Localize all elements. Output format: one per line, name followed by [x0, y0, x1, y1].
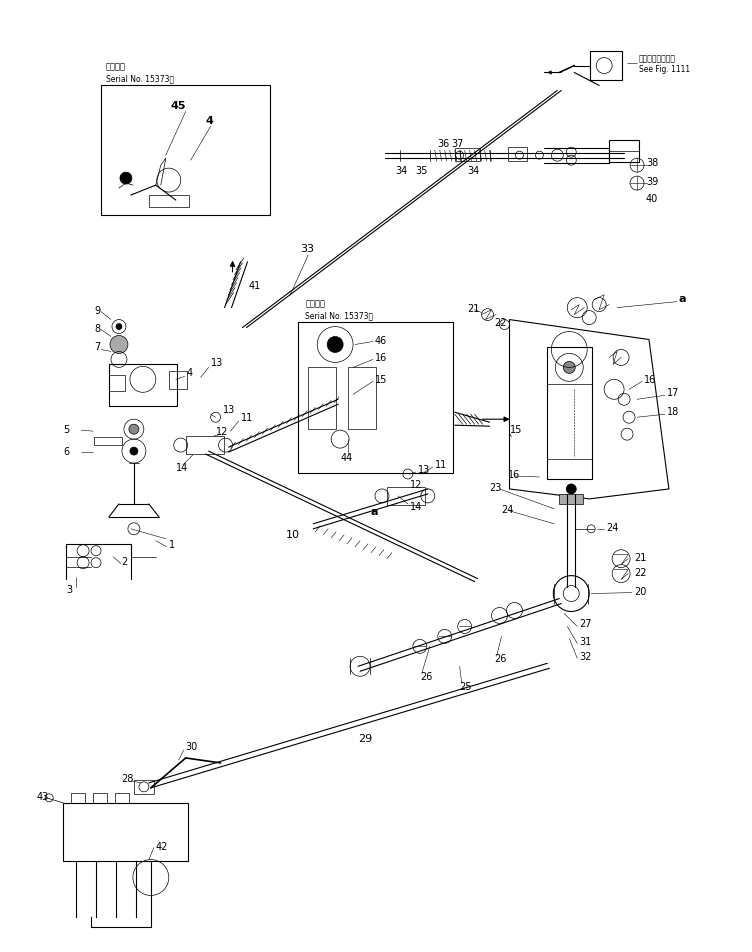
Text: 14: 14	[176, 463, 188, 472]
Bar	[168, 372, 186, 390]
Text: 21: 21	[468, 304, 480, 313]
Text: 44: 44	[340, 452, 353, 463]
Text: 46: 46	[375, 335, 387, 346]
Text: 27: 27	[579, 619, 592, 628]
Text: 28: 28	[121, 773, 133, 783]
Text: Serial No. 15373～: Serial No. 15373～	[305, 310, 374, 320]
Text: 29: 29	[358, 733, 372, 744]
Bar	[63, 803, 188, 861]
Bar	[101, 87, 271, 216]
Text: 6: 6	[63, 446, 69, 457]
Circle shape	[566, 485, 576, 494]
Text: 38: 38	[646, 158, 658, 168]
Text: 36: 36	[438, 139, 450, 149]
Text: 12: 12	[216, 426, 228, 437]
Bar	[94, 438, 122, 446]
Circle shape	[116, 325, 122, 330]
Text: 37: 37	[452, 139, 464, 149]
Text: 24: 24	[502, 505, 514, 514]
Text: 13: 13	[211, 358, 223, 368]
Text: 43: 43	[36, 791, 49, 801]
Text: 4: 4	[186, 368, 193, 378]
Bar	[109, 376, 125, 392]
Text: 34: 34	[468, 166, 480, 176]
Text: 23: 23	[490, 483, 502, 492]
Text: 33: 33	[300, 244, 314, 253]
Text: 16: 16	[508, 469, 520, 480]
Text: Serial No. 15373～: Serial No. 15373～	[106, 74, 174, 83]
Text: 第１１１１図参照: 第１１１１図参照	[639, 54, 676, 63]
Text: a: a	[679, 293, 687, 304]
Text: 41: 41	[248, 281, 261, 290]
Text: 45: 45	[171, 101, 186, 111]
Text: 18: 18	[667, 407, 679, 417]
Text: 21: 21	[634, 552, 647, 562]
Bar	[508, 149, 527, 162]
Bar	[115, 793, 129, 803]
Text: 11: 11	[241, 413, 253, 423]
Circle shape	[563, 362, 575, 374]
Text: 15: 15	[375, 375, 387, 385]
Circle shape	[327, 337, 343, 353]
Text: 9: 9	[94, 306, 100, 315]
Bar	[149, 196, 189, 208]
Bar	[348, 368, 376, 429]
Text: 5: 5	[63, 425, 69, 435]
Text: 32: 32	[579, 652, 592, 662]
Text: 8: 8	[94, 324, 100, 333]
Text: 4: 4	[205, 116, 214, 127]
Bar	[134, 780, 154, 794]
Text: 2: 2	[121, 556, 127, 566]
Text: 13: 13	[418, 465, 430, 474]
Circle shape	[130, 447, 138, 456]
Bar	[559, 494, 584, 505]
Text: 14: 14	[410, 502, 422, 511]
Text: 12: 12	[410, 480, 423, 489]
Text: a: a	[370, 506, 378, 516]
Text: 10: 10	[285, 529, 299, 539]
Circle shape	[110, 336, 128, 354]
Circle shape	[129, 425, 139, 435]
Text: 20: 20	[634, 586, 647, 596]
Text: 13: 13	[223, 405, 235, 415]
Text: 24: 24	[606, 523, 619, 532]
Text: 26: 26	[420, 671, 432, 682]
Bar	[609, 141, 639, 163]
Text: 11: 11	[435, 460, 447, 469]
Text: 26: 26	[495, 654, 507, 664]
Text: 31: 31	[579, 637, 592, 646]
Text: 35: 35	[415, 166, 427, 176]
Text: 22: 22	[495, 317, 507, 327]
Text: 17: 17	[667, 387, 679, 398]
Bar	[387, 487, 425, 506]
Bar	[590, 51, 622, 81]
Text: 15: 15	[510, 425, 522, 435]
Text: 22: 22	[634, 567, 647, 577]
Bar	[455, 149, 480, 162]
Text: 適用号機: 適用号機	[305, 299, 326, 307]
Text: 25: 25	[459, 682, 472, 691]
Text: See Fig. 1111: See Fig. 1111	[639, 65, 690, 74]
Bar	[299, 322, 453, 473]
Bar	[547, 348, 592, 480]
Text: 3: 3	[66, 584, 72, 594]
Bar	[93, 793, 107, 803]
Text: 40: 40	[646, 194, 658, 204]
Bar	[186, 437, 223, 455]
Text: 34: 34	[395, 166, 407, 176]
Text: 16: 16	[644, 375, 656, 385]
Bar	[71, 793, 85, 803]
Text: 16: 16	[375, 353, 387, 363]
Text: 7: 7	[94, 342, 100, 352]
Text: 適用号機: 適用号機	[106, 62, 126, 71]
Bar	[109, 365, 177, 407]
Text: 1: 1	[168, 539, 175, 549]
Bar	[308, 368, 336, 429]
Text: 30: 30	[186, 742, 198, 751]
Text: 42: 42	[156, 841, 168, 851]
Circle shape	[120, 173, 132, 185]
Text: 39: 39	[646, 177, 658, 187]
